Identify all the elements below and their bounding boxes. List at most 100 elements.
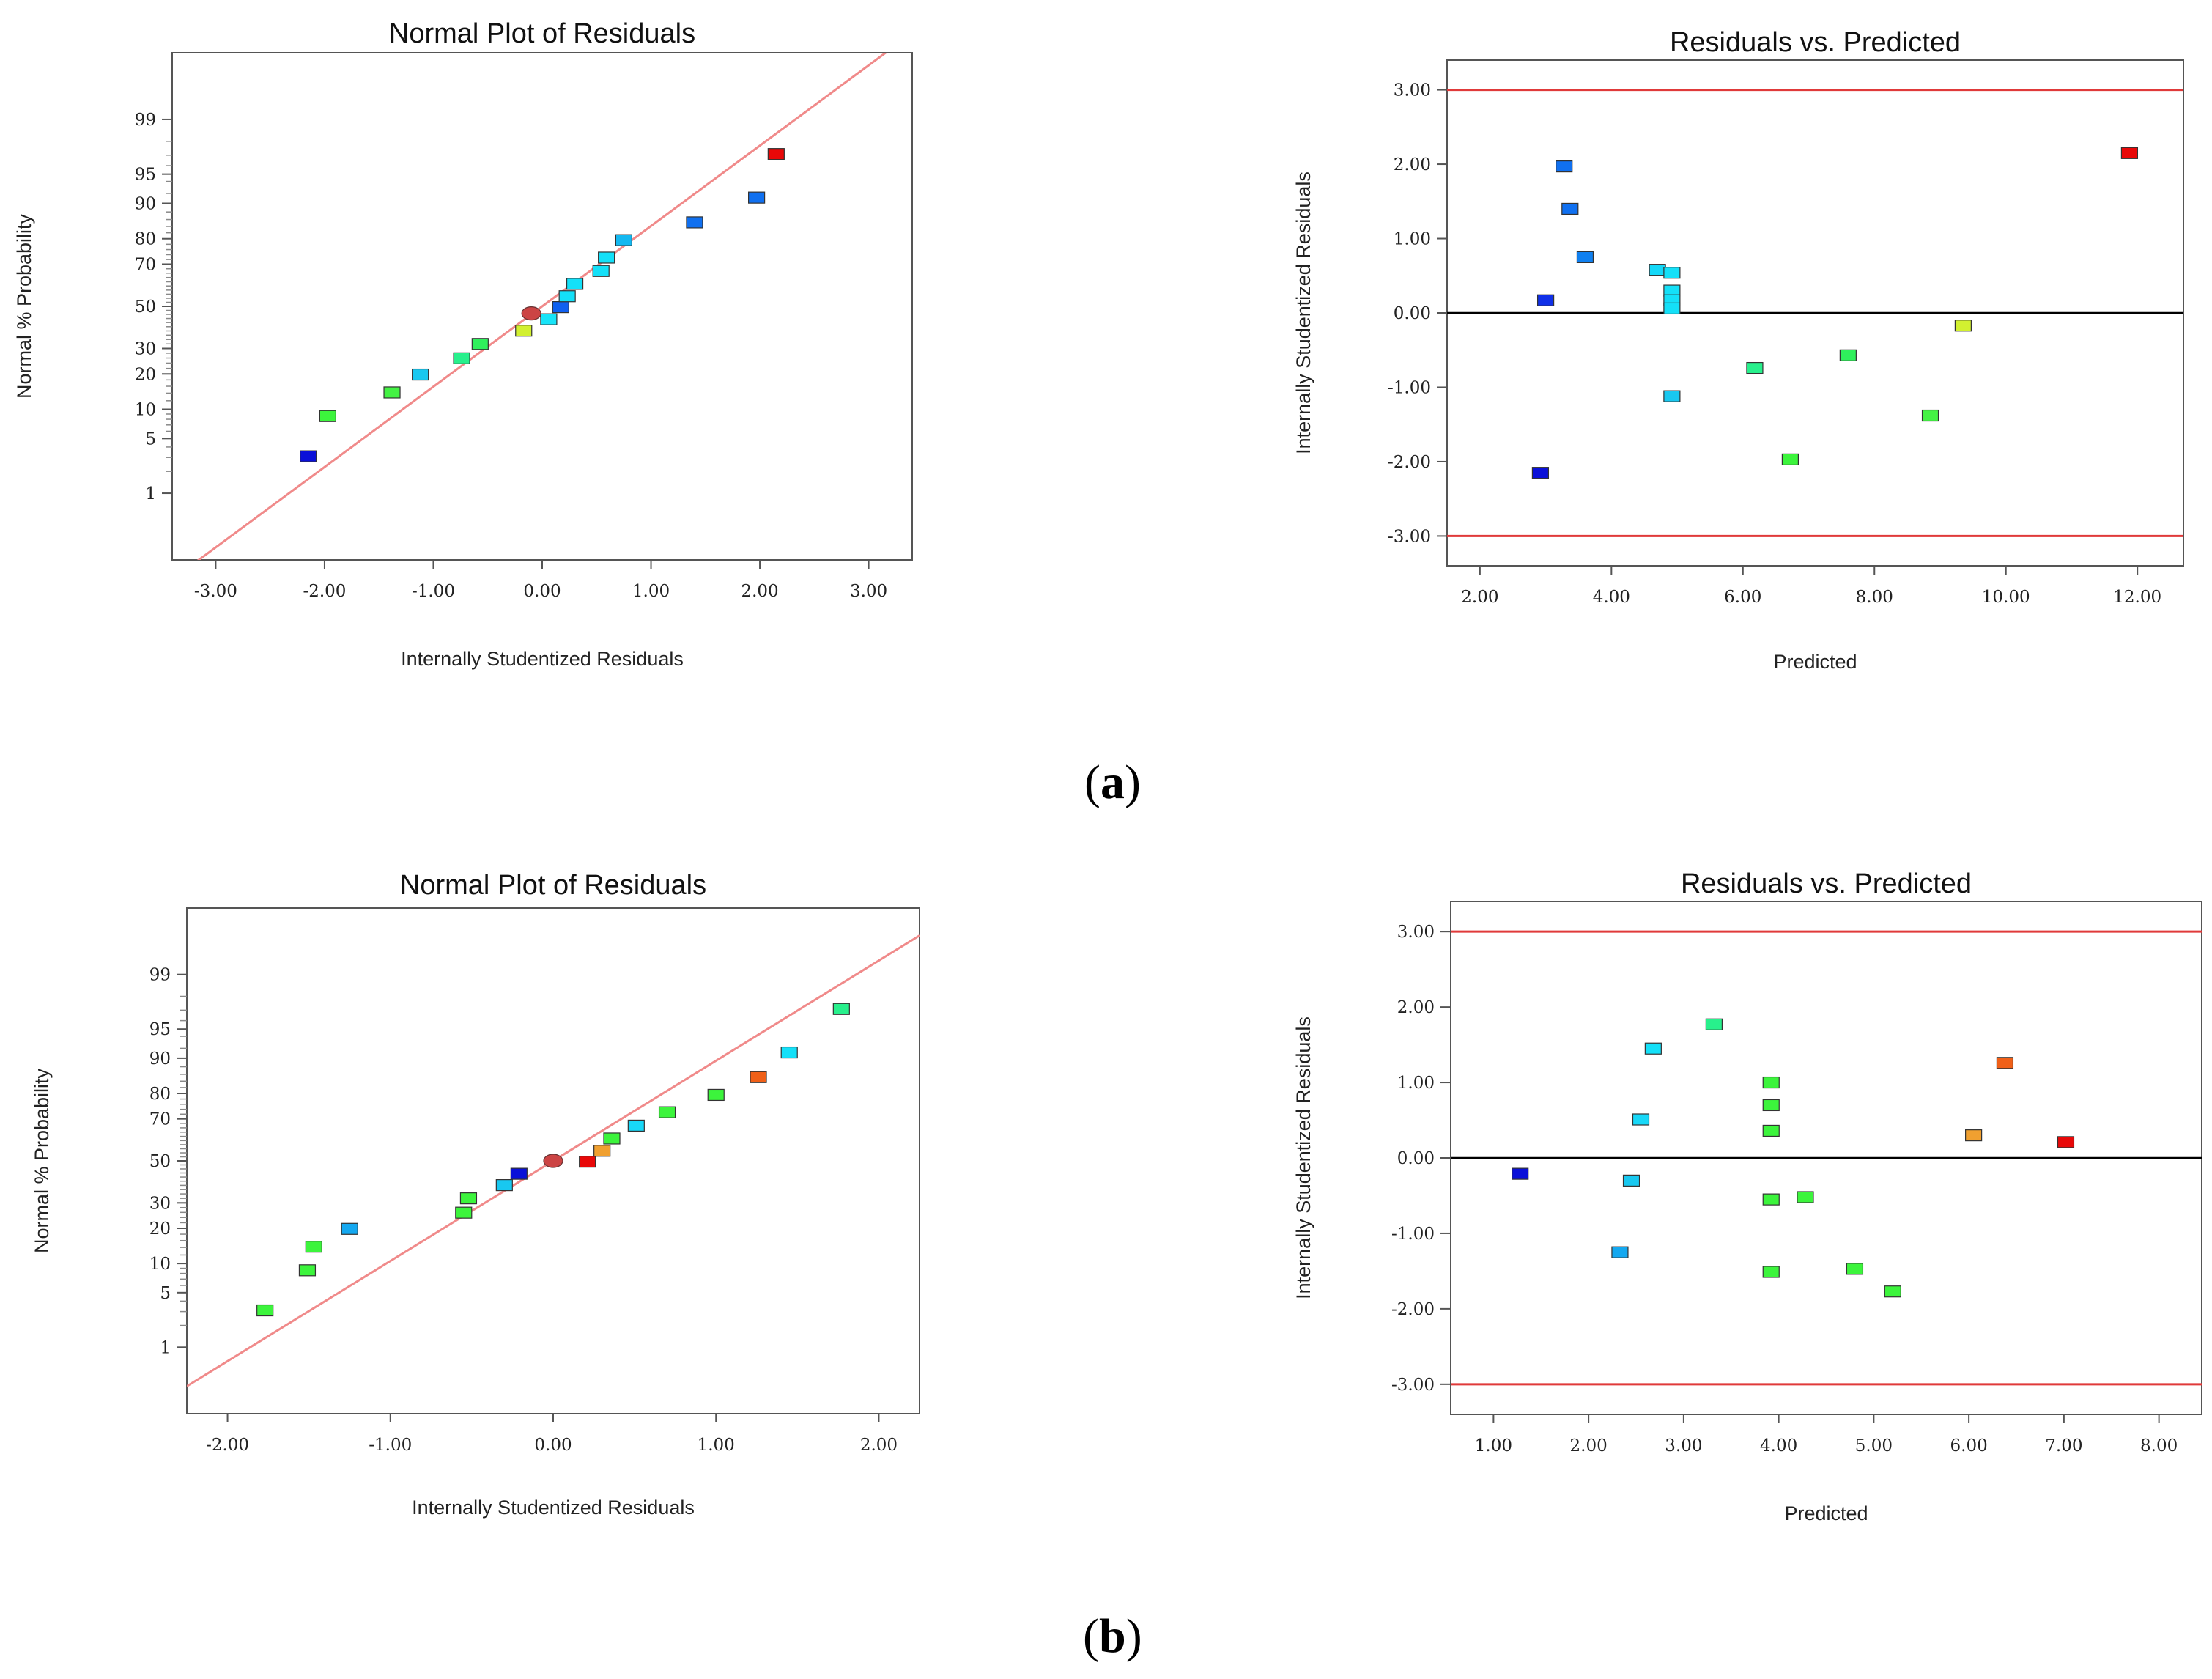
data-point — [1611, 1246, 1629, 1258]
data-point — [1884, 1285, 1901, 1298]
y-tick-label: 80 — [135, 230, 156, 249]
x-tick-label: 1.00 — [698, 1436, 735, 1455]
data-point — [1622, 1174, 1640, 1187]
y-tick-label: -3.00 — [1388, 527, 1431, 546]
data-point — [658, 1106, 676, 1118]
data-point — [2120, 147, 2139, 159]
data-point — [1556, 160, 1573, 173]
data-point — [1762, 1076, 1780, 1089]
data-point — [1536, 294, 1555, 306]
y-tick-label: 5 — [160, 1284, 171, 1303]
residuals-plot-a: Residuals vs. Predicted 2.00 4.00 6.00 8.00 1… — [1292, 27, 2184, 673]
normal-plot-a: Normal Plot of Residuals -3.00 -2.00 -1.00 0… — [13, 18, 913, 670]
y-tick-label: 5 — [145, 429, 156, 449]
data-point — [1644, 1042, 1662, 1055]
y-tick-label: 30 — [135, 339, 156, 358]
x-tick-label: 5.00 — [1855, 1436, 1893, 1455]
data-point — [1762, 1266, 1780, 1278]
data-point — [1663, 390, 1681, 402]
y-tick-label: 95 — [135, 166, 156, 185]
x-tick-label: 6.00 — [1724, 588, 1761, 607]
data-point — [750, 1071, 767, 1083]
y-tick-label: 20 — [135, 365, 156, 384]
x-tick-label: -1.00 — [369, 1436, 412, 1455]
data-point — [780, 1046, 798, 1059]
x-tick-label: 1.00 — [1475, 1436, 1512, 1455]
data-point — [615, 234, 632, 246]
data-point — [686, 216, 703, 229]
data-point — [1531, 467, 1550, 479]
y-tick-label: 70 — [135, 256, 156, 275]
x-tick-label: 3.00 — [850, 582, 887, 601]
data-point — [1561, 202, 1579, 215]
data-point — [300, 450, 317, 462]
data-point — [1781, 453, 1799, 465]
data-point — [510, 1167, 528, 1180]
data-point — [1512, 1167, 1529, 1180]
y-tick-label: 0.00 — [1394, 304, 1431, 323]
x-tick-label: 2.00 — [1570, 1436, 1608, 1455]
y-tick-label: 1 — [145, 484, 156, 503]
x-tick-label: 0.00 — [534, 1436, 572, 1455]
normal-plot-b: Normal Plot of Residuals -2.00 -1.00 0.00 1.… — [31, 870, 920, 1519]
y-tick-label: 20 — [149, 1219, 171, 1239]
panel-label-b: (b) — [1083, 1609, 1142, 1663]
data-point — [566, 278, 584, 290]
y-tick-label: 1.00 — [1397, 1074, 1435, 1093]
y-tick-label: 99 — [135, 111, 156, 130]
data-point — [579, 1155, 596, 1168]
y-tick-label: 0.00 — [1397, 1149, 1435, 1168]
data-point — [1705, 1018, 1723, 1030]
data-point — [471, 338, 489, 350]
y-tick-label: 70 — [149, 1110, 171, 1129]
x-tick-label: -3.00 — [194, 582, 237, 601]
data-point — [627, 1119, 645, 1132]
chart-title: Normal Plot of Residuals — [400, 870, 706, 901]
data-point — [412, 368, 429, 381]
data-point — [341, 1222, 358, 1235]
x-tick-label: 2.00 — [860, 1436, 898, 1455]
chart-title: Residuals vs. Predicted — [1681, 868, 1972, 899]
data-point — [1762, 1124, 1780, 1137]
data-point — [1663, 267, 1681, 279]
y-tick-label: 2.00 — [1394, 155, 1431, 174]
data-point — [540, 313, 558, 325]
y-axis-label: Normal % Probability — [13, 213, 35, 399]
center-marker — [543, 1154, 563, 1168]
x-tick-label: 8.00 — [2140, 1436, 2178, 1455]
y-tick-label: 95 — [149, 1020, 171, 1039]
x-tick-label: -2.00 — [206, 1436, 249, 1455]
y-tick-label: 1 — [160, 1338, 171, 1357]
data-point — [1649, 264, 1666, 276]
data-point — [459, 1192, 478, 1205]
data-point — [256, 1304, 274, 1317]
data-point — [707, 1088, 725, 1102]
x-tick-label: 3.00 — [1665, 1436, 1702, 1455]
x-axis-label: Internally Studentized Residuals — [401, 648, 684, 670]
x-tick-label: 6.00 — [1950, 1436, 1988, 1455]
x-tick-label: 1.00 — [632, 582, 670, 601]
data-point — [558, 290, 576, 303]
data-point — [1632, 1113, 1650, 1126]
data-point — [1663, 302, 1681, 315]
chart-title: Normal Plot of Residuals — [389, 18, 695, 49]
y-tick-label: -1.00 — [1388, 378, 1431, 397]
x-tick-label: -2.00 — [303, 582, 346, 601]
data-point — [1762, 1193, 1780, 1206]
y-tick-label: 10 — [149, 1255, 171, 1274]
data-point — [1965, 1129, 1983, 1142]
y-tick-label: -3.00 — [1391, 1376, 1435, 1395]
y-tick-label: 90 — [135, 194, 156, 213]
y-tick-label: 50 — [149, 1152, 171, 1171]
y-tick-label: 90 — [149, 1049, 171, 1069]
data-point — [1846, 1263, 1864, 1275]
data-point — [1921, 409, 1939, 422]
data-point — [298, 1264, 317, 1277]
y-tick-label: 10 — [135, 401, 156, 420]
x-axis-label: Predicted — [1773, 651, 1857, 673]
y-axis-label: Normal % Probability — [31, 1068, 53, 1253]
y-tick-label: 80 — [149, 1085, 171, 1104]
x-tick-label: 4.00 — [1593, 588, 1630, 607]
y-axis-label: Internally Studentized Residuals — [1292, 1016, 1314, 1299]
x-axis-label: Internally Studentized Residuals — [412, 1497, 695, 1519]
